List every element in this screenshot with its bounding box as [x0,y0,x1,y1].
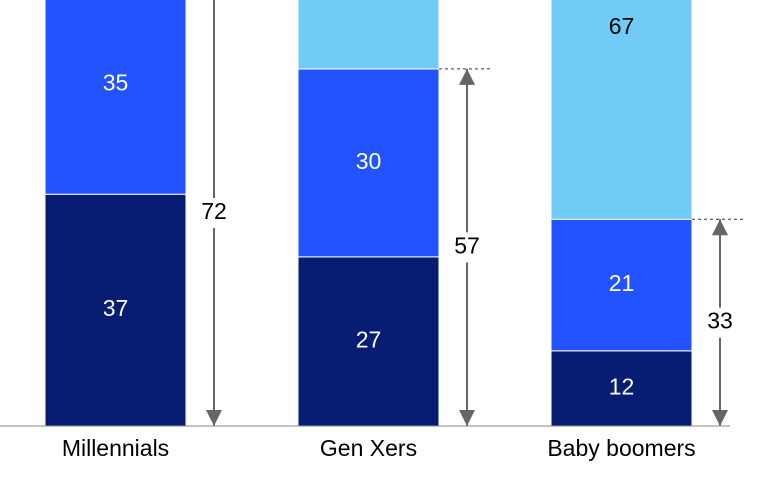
bar-segment [297,0,440,70]
bar-segment [44,0,187,195]
arrow-head [712,219,728,236]
value-label: 67 [609,13,635,39]
arrow-head [712,410,728,426]
total-label: 33 [707,308,733,334]
value-label: 37 [103,295,129,321]
x-tick-label: Millennials [62,435,169,461]
arrow-head [206,410,222,426]
total-label-bg [449,232,485,263]
total-label-bg [196,198,232,228]
value-label: 30 [356,148,382,174]
value-label: 21 [609,270,635,296]
bar-segment [297,68,440,258]
bar-segment [550,0,693,220]
value-label: 12 [609,373,635,399]
arrow-head [459,68,475,85]
bar-segment [550,218,693,352]
total-label: 57 [454,233,480,259]
bar-segment [44,193,187,427]
value-label: 35 [103,70,129,96]
arrow-head [459,410,475,426]
value-label: 27 [356,327,382,353]
x-tick-label: Gen Xers [320,435,417,461]
x-tick-label: Baby boomers [547,435,695,461]
total-label: 72 [201,198,227,224]
total-label-bg [702,307,738,338]
